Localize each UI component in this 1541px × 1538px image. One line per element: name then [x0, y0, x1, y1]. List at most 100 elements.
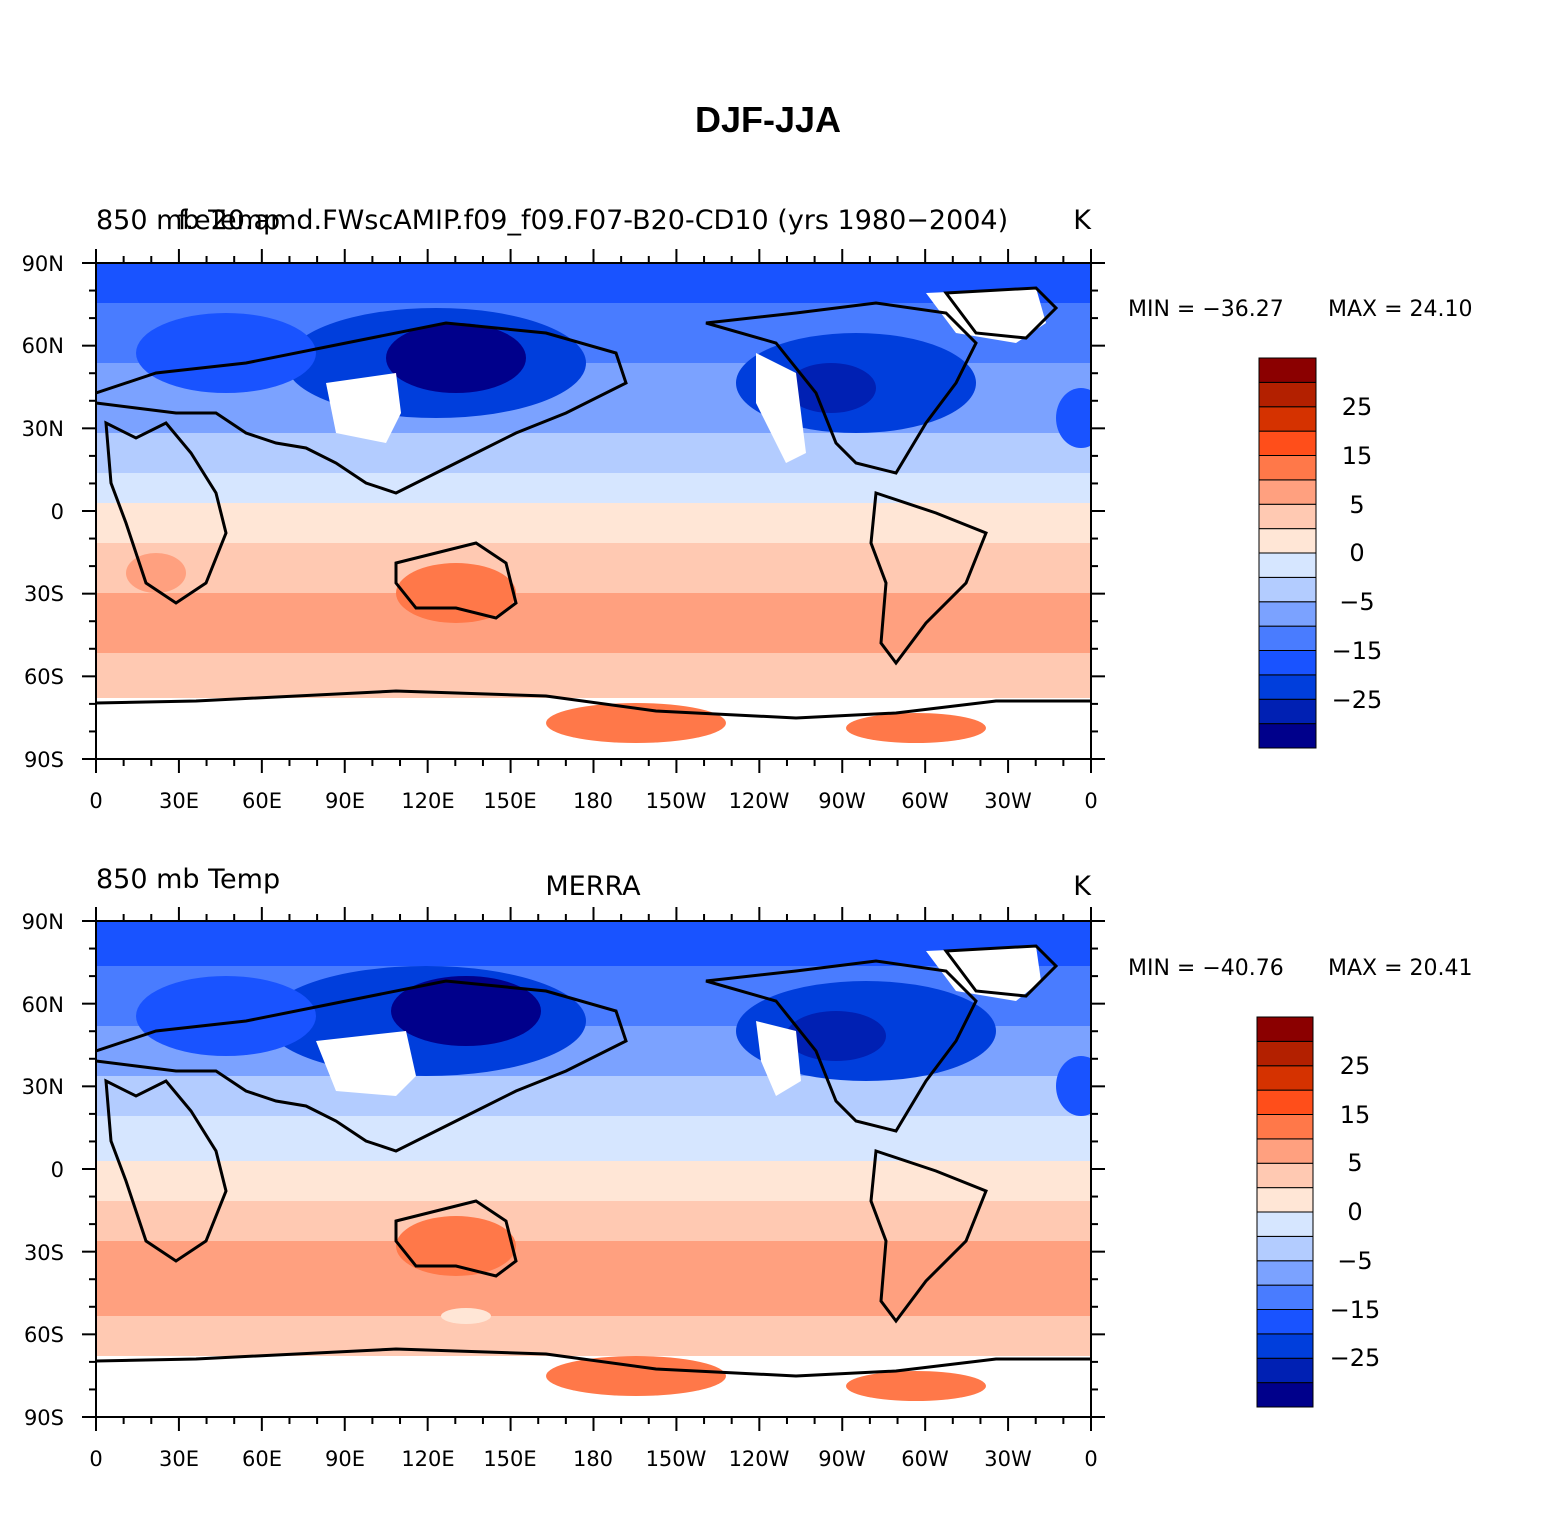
colorbar-label: −15	[1330, 1296, 1381, 1324]
figure-title: DJF-JJA	[695, 99, 841, 140]
lon-label: 90E	[325, 789, 365, 813]
lat-label: 90S	[24, 748, 64, 772]
colorbar-label: −5	[1337, 1247, 1372, 1275]
lon-label: 120E	[401, 789, 454, 813]
lat-label: 30N	[22, 1075, 64, 1099]
lon-label: 0	[89, 1447, 102, 1471]
colorbar-swatch	[1256, 1040, 1314, 1067]
colorbar-swatch	[1256, 1357, 1314, 1384]
lon-label: 120E	[401, 1447, 454, 1471]
panel-model: 850 mb Temp f.e20.amd.FWscAMIP.f09_f09.F…	[22, 205, 1473, 813]
lat-label: 0	[51, 1158, 64, 1182]
lat-label: 30N	[22, 417, 64, 441]
colorbar-label: 15	[1342, 442, 1373, 470]
colorbar-swatch	[1258, 357, 1317, 383]
colorbar-swatch	[1258, 479, 1317, 505]
lon-label: 90E	[325, 1447, 365, 1471]
colorbar-swatch	[1258, 552, 1317, 578]
lon-label: 180	[573, 789, 613, 813]
map-area	[96, 921, 1091, 1417]
colorbar-swatch	[1258, 698, 1317, 725]
lon-label: 60W	[901, 789, 949, 813]
colorbar-swatch	[1256, 1138, 1314, 1164]
axis-ticks	[82, 249, 1105, 773]
colorbar-label: −25	[1332, 686, 1383, 714]
colorbar-swatch	[1256, 1235, 1314, 1262]
colorbar-swatch	[1258, 674, 1317, 700]
colorbar-swatch	[1256, 1382, 1314, 1408]
axis-tick-labels: 90N 60N 30N 0 30S 60S 90S 0 30E 60E 90E …	[22, 252, 1098, 813]
colorbar-swatch	[1256, 1162, 1314, 1189]
lat-label: 30S	[24, 582, 64, 606]
colorbar-swatch	[1256, 1309, 1314, 1335]
colorbar-swatch	[1256, 1114, 1314, 1140]
max-value: MAX = 20.41	[1328, 956, 1473, 981]
lat-label: 90N	[22, 910, 64, 934]
colorbar-swatch	[1258, 625, 1317, 651]
colorbar-swatch	[1258, 601, 1317, 627]
min-value: MIN = −40.76	[1128, 956, 1284, 981]
lon-label: 90W	[818, 1447, 866, 1471]
lon-label: 120W	[729, 789, 790, 813]
panel-left-title: 850 mb Temp	[96, 205, 280, 236]
panel-left-title: 850 mb Temp	[96, 864, 280, 895]
colorbar-label: −15	[1332, 637, 1383, 665]
colorbar-label: 5	[1349, 491, 1364, 519]
colorbar-swatch	[1258, 528, 1317, 554]
lon-label: 150E	[483, 1447, 536, 1471]
lon-label: 150W	[646, 1447, 707, 1471]
lon-label: 30E	[159, 1447, 199, 1471]
axis-tick-labels: 90N 60N 30N 0 30S 60S 90S 0 30E 60E 90E …	[22, 910, 1098, 1471]
colorbar-label: 0	[1347, 1198, 1362, 1226]
colorbar-swatch	[1256, 1187, 1314, 1213]
colorbar-swatch	[1258, 381, 1317, 408]
lon-label: 30E	[159, 789, 199, 813]
panel-center-title: f.e20.amd.FWscAMIP.f09_f09.F07-B20-CD10 …	[178, 205, 1008, 236]
lat-label: 60S	[24, 665, 64, 689]
colorbar-swatch	[1256, 1284, 1314, 1310]
colorbar-label: 0	[1349, 539, 1364, 567]
colorbar-label: −25	[1330, 1344, 1381, 1372]
colorbar-swatch	[1256, 1089, 1314, 1115]
lat-label: 0	[51, 500, 64, 524]
min-value: MIN = −36.27	[1128, 297, 1284, 322]
colorbar-swatch	[1256, 1211, 1314, 1237]
panel-units: K	[1073, 871, 1092, 902]
colorbar-label: 25	[1342, 393, 1373, 421]
lat-label: 60N	[22, 993, 64, 1017]
colorbar-swatch	[1256, 1260, 1314, 1286]
lon-label: 120W	[729, 1447, 790, 1471]
colorbar-labels: 25 15 5 0 −5 −15 −25	[1332, 393, 1383, 714]
lat-label: 30S	[24, 1241, 64, 1265]
colorbar-label: −5	[1339, 588, 1374, 616]
colorbar-label: 5	[1347, 1149, 1362, 1177]
lon-label: 150W	[646, 789, 707, 813]
colorbar-labels: 25 15 5 0 −5 −15 −25	[1330, 1052, 1381, 1372]
lon-label: 60E	[242, 1447, 282, 1471]
panel-units: K	[1073, 205, 1092, 236]
colorbar-swatch	[1256, 1065, 1314, 1091]
colorbar-swatch	[1258, 723, 1317, 749]
lon-label: 60E	[242, 789, 282, 813]
lon-label: 30W	[984, 789, 1032, 813]
colorbar-label: 15	[1340, 1101, 1371, 1129]
map-area	[96, 263, 1091, 759]
lat-label: 60N	[22, 334, 64, 358]
lon-label: 60W	[901, 1447, 949, 1471]
lon-label: 0	[1084, 789, 1097, 813]
colorbar	[1256, 1016, 1314, 1408]
lon-label: 90W	[818, 789, 866, 813]
lon-label: 150E	[483, 789, 536, 813]
lon-label: 30W	[984, 1447, 1032, 1471]
lon-label: 0	[89, 789, 102, 813]
panel-center-title: MERRA	[545, 871, 641, 902]
colorbar-swatch	[1258, 576, 1317, 603]
panel-merra: 850 mb Temp MERRA K MIN = −40.76 MAX = 2…	[22, 864, 1473, 1471]
colorbar-swatch	[1258, 406, 1317, 432]
colorbar-label: 25	[1340, 1052, 1371, 1080]
colorbar-swatch	[1258, 430, 1317, 456]
axis-ticks	[82, 907, 1105, 1431]
lat-label: 60S	[24, 1323, 64, 1347]
colorbar	[1258, 357, 1317, 749]
